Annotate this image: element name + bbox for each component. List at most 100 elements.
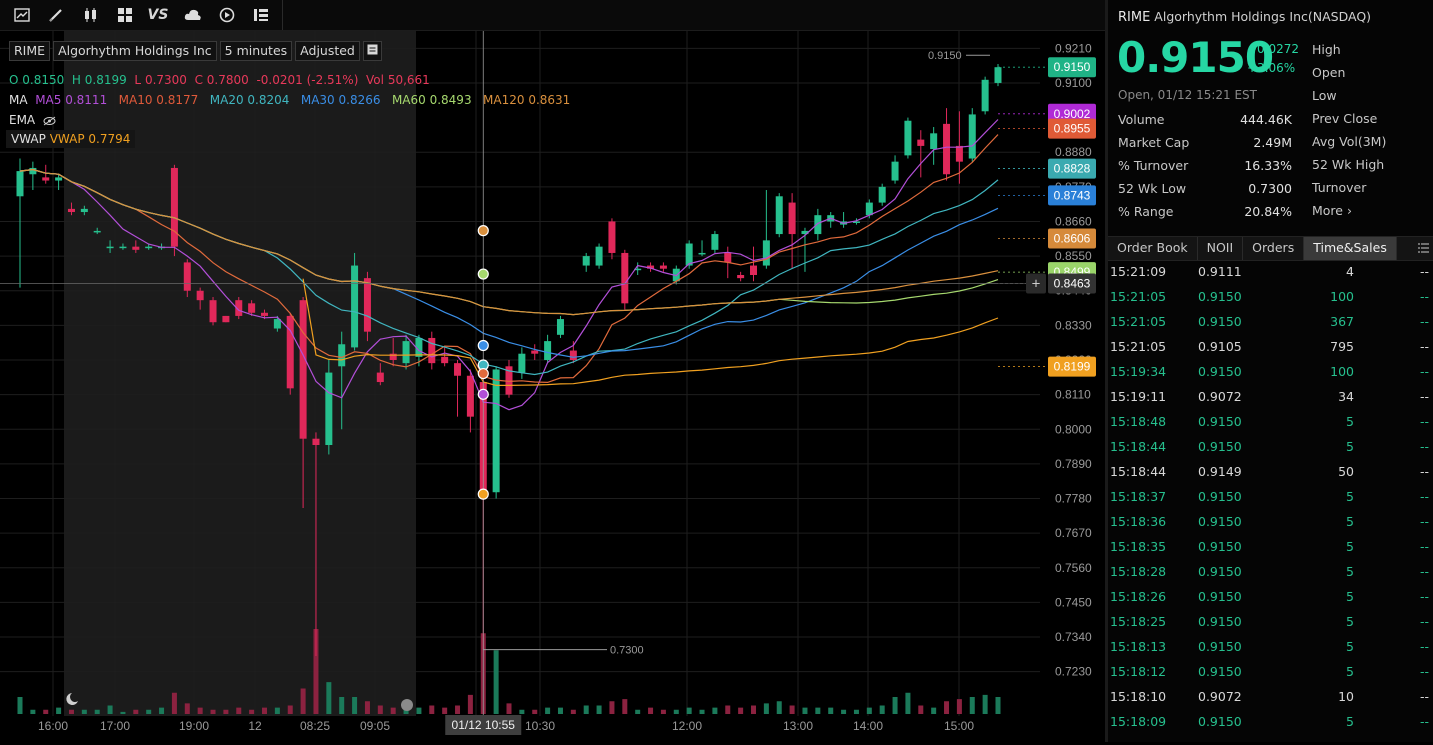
trade-row[interactable]: 15:19:11 0.9072 34 -- xyxy=(1108,385,1433,410)
candle-body[interactable] xyxy=(106,246,114,249)
candle-body[interactable] xyxy=(518,353,526,373)
candle-body[interactable] xyxy=(248,303,256,313)
candle-body[interactable] xyxy=(955,145,963,162)
candle-body[interactable] xyxy=(891,161,899,181)
tab-noii[interactable]: NOII xyxy=(1198,237,1244,260)
candle-body[interactable] xyxy=(608,221,616,253)
plus-icon[interactable]: + xyxy=(1032,275,1041,292)
candle-body[interactable] xyxy=(634,268,642,271)
add-alert-button[interactable] xyxy=(1026,273,1046,294)
candle-body[interactable] xyxy=(261,312,268,316)
candlestick-chart[interactable]: 0.92100.91000.88800.87700.86600.85500.84… xyxy=(0,31,1105,742)
trade-row[interactable]: 15:18:37 0.9150 5 -- xyxy=(1108,485,1433,510)
candle-body[interactable] xyxy=(80,208,88,213)
candle-body[interactable] xyxy=(698,252,706,255)
trade-row[interactable]: 15:21:05 0.9150 367 -- xyxy=(1108,310,1433,335)
candle-body[interactable] xyxy=(273,319,281,329)
candle-body[interactable] xyxy=(659,265,667,269)
trade-row[interactable]: 15:18:13 0.9150 5 -- xyxy=(1108,635,1433,660)
trade-row[interactable]: 15:18:44 0.9150 5 -- xyxy=(1108,435,1433,460)
candle-body[interactable] xyxy=(286,315,294,389)
candle-body[interactable] xyxy=(904,120,912,156)
candle-body[interactable] xyxy=(170,167,178,247)
candle-body[interactable] xyxy=(42,177,50,181)
candle-body[interactable] xyxy=(145,246,153,249)
candle-body[interactable] xyxy=(544,341,552,360)
layout-icon[interactable] xyxy=(113,4,137,26)
candle-body[interactable] xyxy=(917,139,925,146)
candle-body[interactable] xyxy=(943,123,951,175)
candle-body[interactable] xyxy=(531,350,539,354)
candle-body[interactable] xyxy=(222,315,230,323)
candle-body[interactable] xyxy=(569,350,577,360)
chart-icon[interactable] xyxy=(10,4,34,26)
more-link[interactable]: More › xyxy=(1312,203,1352,218)
candle-body[interactable] xyxy=(376,372,384,383)
candle-body[interactable] xyxy=(994,67,1002,83)
candle-body[interactable] xyxy=(402,341,410,364)
candle-body[interactable] xyxy=(621,252,629,304)
chart-area[interactable]: 0.92100.91000.88800.87700.86600.85500.84… xyxy=(0,31,1105,742)
candle-body[interactable] xyxy=(852,221,860,223)
candle-body[interactable] xyxy=(29,167,37,175)
candle-body[interactable] xyxy=(801,230,809,235)
candle-body[interactable] xyxy=(363,278,371,332)
candle-body[interactable] xyxy=(67,208,75,213)
candle-body[interactable] xyxy=(351,265,359,348)
candle-body[interactable] xyxy=(338,344,346,367)
ema-label[interactable]: EMA xyxy=(9,113,36,127)
candle-body[interactable] xyxy=(415,337,423,357)
candle-body[interactable] xyxy=(196,290,204,301)
trade-row[interactable]: 15:18:10 0.9072 10 -- xyxy=(1108,685,1433,710)
trade-row[interactable]: 15:18:44 0.9149 50 -- xyxy=(1108,460,1433,485)
trade-row[interactable]: 15:18:48 0.9150 5 -- xyxy=(1108,410,1433,435)
panel-icon[interactable] xyxy=(249,4,273,26)
trade-row[interactable]: 15:21:05 0.9150 100 -- xyxy=(1108,285,1433,310)
candle-body[interactable] xyxy=(724,252,732,263)
list-menu-icon[interactable] xyxy=(1418,242,1429,256)
symbol-chip[interactable]: RIME xyxy=(9,41,51,61)
candle-body[interactable] xyxy=(685,243,693,266)
candle-body[interactable] xyxy=(454,363,462,376)
candle-body[interactable] xyxy=(16,171,24,197)
candle-body[interactable] xyxy=(312,438,320,446)
candle-body[interactable] xyxy=(466,375,474,417)
candle-body[interactable] xyxy=(595,246,603,266)
candle-body[interactable] xyxy=(762,240,770,266)
candle-body[interactable] xyxy=(183,262,191,291)
trade-row[interactable]: 15:21:09 0.9111 4 -- xyxy=(1108,260,1433,285)
candle-body[interactable] xyxy=(865,202,873,216)
candle-body[interactable] xyxy=(930,133,938,150)
candle-body[interactable] xyxy=(235,300,243,316)
candle-body[interactable] xyxy=(814,215,822,235)
cloud-icon[interactable] xyxy=(181,4,205,26)
candle-body[interactable] xyxy=(750,265,757,275)
candle-body[interactable] xyxy=(325,372,333,446)
trade-row[interactable]: 15:19:34 0.9150 100 -- xyxy=(1108,360,1433,385)
candle-body[interactable] xyxy=(492,369,500,493)
candle-body[interactable] xyxy=(209,300,217,323)
trade-row[interactable]: 15:18:28 0.9150 5 -- xyxy=(1108,560,1433,585)
settings-icon[interactable] xyxy=(362,41,382,61)
tab-orders[interactable]: Orders xyxy=(1243,237,1305,260)
adjust-chip[interactable]: Adjusted xyxy=(295,41,360,61)
candle-body[interactable] xyxy=(119,246,127,249)
candle-body[interactable] xyxy=(737,274,745,279)
trade-row[interactable]: 15:21:05 0.9105 795 -- xyxy=(1108,335,1433,360)
trade-row[interactable]: 15:18:36 0.9150 5 -- xyxy=(1108,510,1433,535)
replay-icon[interactable] xyxy=(215,4,239,26)
candle-body[interactable] xyxy=(55,177,63,181)
candle-body[interactable] xyxy=(441,356,449,364)
tab-order-book[interactable]: Order Book xyxy=(1108,237,1198,260)
candle-body[interactable] xyxy=(299,300,307,439)
candle-body[interactable] xyxy=(968,114,976,159)
candle-body[interactable] xyxy=(878,186,886,203)
candle-body[interactable] xyxy=(132,246,140,250)
candle-body[interactable] xyxy=(788,202,796,235)
eye-hidden-icon[interactable] xyxy=(43,113,56,127)
tab-time-sales[interactable]: Time&Sales xyxy=(1304,237,1397,260)
interval-chip[interactable]: 5 minutes xyxy=(219,41,293,61)
candle-icon[interactable] xyxy=(78,4,102,26)
trade-row[interactable]: 15:18:12 0.9150 5 -- xyxy=(1108,660,1433,685)
candle-body[interactable] xyxy=(981,79,989,112)
